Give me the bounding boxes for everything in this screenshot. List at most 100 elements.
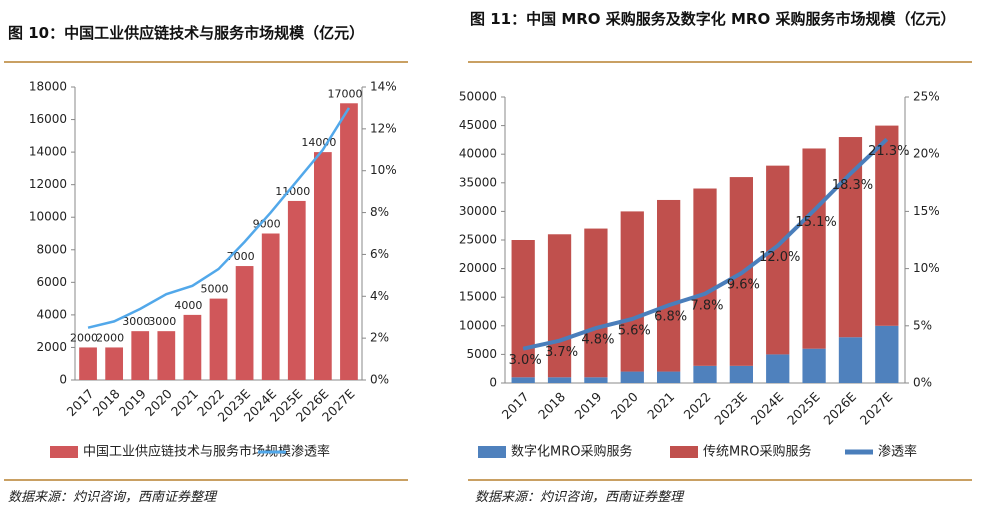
y-tick-label: 20000 xyxy=(459,261,497,275)
rule xyxy=(468,479,972,481)
bar xyxy=(766,165,790,355)
bar xyxy=(79,347,97,380)
bar xyxy=(766,354,790,383)
data-label: 15.1% xyxy=(795,215,836,230)
bar xyxy=(340,103,358,381)
data-label: 4.8% xyxy=(581,333,614,348)
x-tick-label: 2024E xyxy=(748,389,787,428)
x-tick-label: 2018 xyxy=(535,389,568,422)
y-tick-label: 5000 xyxy=(466,347,497,361)
y2-tick-label: 20% xyxy=(913,147,940,161)
data-label: 5000 xyxy=(201,283,229,296)
chart-title: 图 11：中国 MRO 采购服务及数字化 MRO 采购服务市场规模（亿元） xyxy=(470,10,956,28)
bar xyxy=(584,377,608,383)
bar xyxy=(183,314,202,380)
legend-label: 数字化MRO采购服务 xyxy=(511,444,632,460)
y-tick-label: 10000 xyxy=(29,210,67,224)
x-tick-label: 2017 xyxy=(499,389,532,422)
data-label: 18.3% xyxy=(832,178,873,193)
bar xyxy=(547,377,572,383)
legend-swatch xyxy=(50,446,78,458)
y-tick-label: 8000 xyxy=(36,242,67,256)
x-tick-label: 2020 xyxy=(608,389,641,422)
bar xyxy=(287,200,306,380)
data-label: 9.6% xyxy=(727,278,760,293)
legend-label: 渗透率 xyxy=(878,444,917,460)
chart-title: 图 10：中国工业供应链技术与服务市场规模（亿元） xyxy=(8,24,365,42)
x-tick-label: 2017 xyxy=(64,386,97,419)
bar xyxy=(584,228,608,378)
bar xyxy=(657,199,681,372)
data-label: 17000 xyxy=(327,87,362,100)
x-tick-label: 2019 xyxy=(571,389,604,422)
legend-label: 渗透率 xyxy=(291,444,330,460)
bar xyxy=(157,331,176,380)
y-tick-label: 30000 xyxy=(459,204,497,218)
data-label: 3000 xyxy=(122,315,150,328)
y-tick-label: 40000 xyxy=(459,147,497,161)
y-tick-label: 6000 xyxy=(36,275,67,289)
data-label: 5.6% xyxy=(618,323,651,338)
data-label: 2000 xyxy=(96,331,124,344)
bar xyxy=(875,325,899,383)
rule xyxy=(468,61,972,63)
y2-tick-label: 10% xyxy=(913,261,940,275)
x-tick-label: 2026E xyxy=(820,389,859,428)
bar xyxy=(693,188,717,366)
y2-tick-label: 0% xyxy=(913,376,932,390)
legend-swatch xyxy=(478,446,506,458)
legend-swatch xyxy=(670,446,698,458)
line xyxy=(522,137,889,351)
y2-tick-label: 5% xyxy=(913,318,932,332)
bar xyxy=(875,125,899,326)
bar xyxy=(620,371,644,383)
y-tick-label: 0 xyxy=(59,373,67,387)
y-tick-label: 14000 xyxy=(29,145,67,159)
data-label: 7.8% xyxy=(690,298,723,313)
y-tick-label: 2000 xyxy=(36,340,67,354)
y-tick-label: 10000 xyxy=(459,318,497,332)
y-tick-label: 50000 xyxy=(459,90,497,104)
data-label: 3.7% xyxy=(545,345,578,360)
data-label: 3000 xyxy=(148,315,176,328)
y2-tick-label: 14% xyxy=(370,80,397,94)
x-tick-label: 2021 xyxy=(168,386,201,419)
bar xyxy=(235,266,254,380)
y2-tick-label: 4% xyxy=(370,289,389,303)
y-tick-label: 4000 xyxy=(36,307,67,321)
rule xyxy=(4,61,408,63)
bar xyxy=(511,377,535,383)
legend-label: 中国工业供应链技术与服务市场规模 xyxy=(83,444,291,460)
source: 数据来源：灼识咨询，西南证券整理 xyxy=(8,490,217,505)
bar xyxy=(511,240,535,378)
bar xyxy=(838,337,863,383)
y-tick-label: 25000 xyxy=(459,233,497,247)
y2-tick-label: 8% xyxy=(370,205,389,219)
data-label: 9000 xyxy=(253,218,281,231)
bar xyxy=(131,331,150,380)
line xyxy=(87,107,351,329)
bar xyxy=(729,365,753,383)
y2-tick-label: 15% xyxy=(913,204,940,218)
y-tick-label: 35000 xyxy=(459,175,497,189)
y-tick-label: 15000 xyxy=(459,290,497,304)
x-tick-label: 2019 xyxy=(116,386,149,419)
y-tick-label: 12000 xyxy=(29,177,67,191)
x-tick-label: 2027E xyxy=(857,389,896,428)
data-label: 2000 xyxy=(70,331,98,344)
rule xyxy=(4,479,408,481)
x-tick-label: 2018 xyxy=(90,386,123,419)
bar xyxy=(261,233,280,380)
data-label: 4000 xyxy=(174,299,202,312)
y-tick-label: 45000 xyxy=(459,118,497,132)
data-label: 21.3% xyxy=(868,144,909,159)
y2-tick-label: 10% xyxy=(370,163,397,177)
data-label: 14000 xyxy=(301,136,336,149)
bar xyxy=(620,211,644,372)
legend-label: 传统MRO采购服务 xyxy=(703,444,811,460)
y-tick-label: 16000 xyxy=(29,112,67,126)
x-tick-label: 2025E xyxy=(784,389,823,428)
bar xyxy=(657,371,681,383)
